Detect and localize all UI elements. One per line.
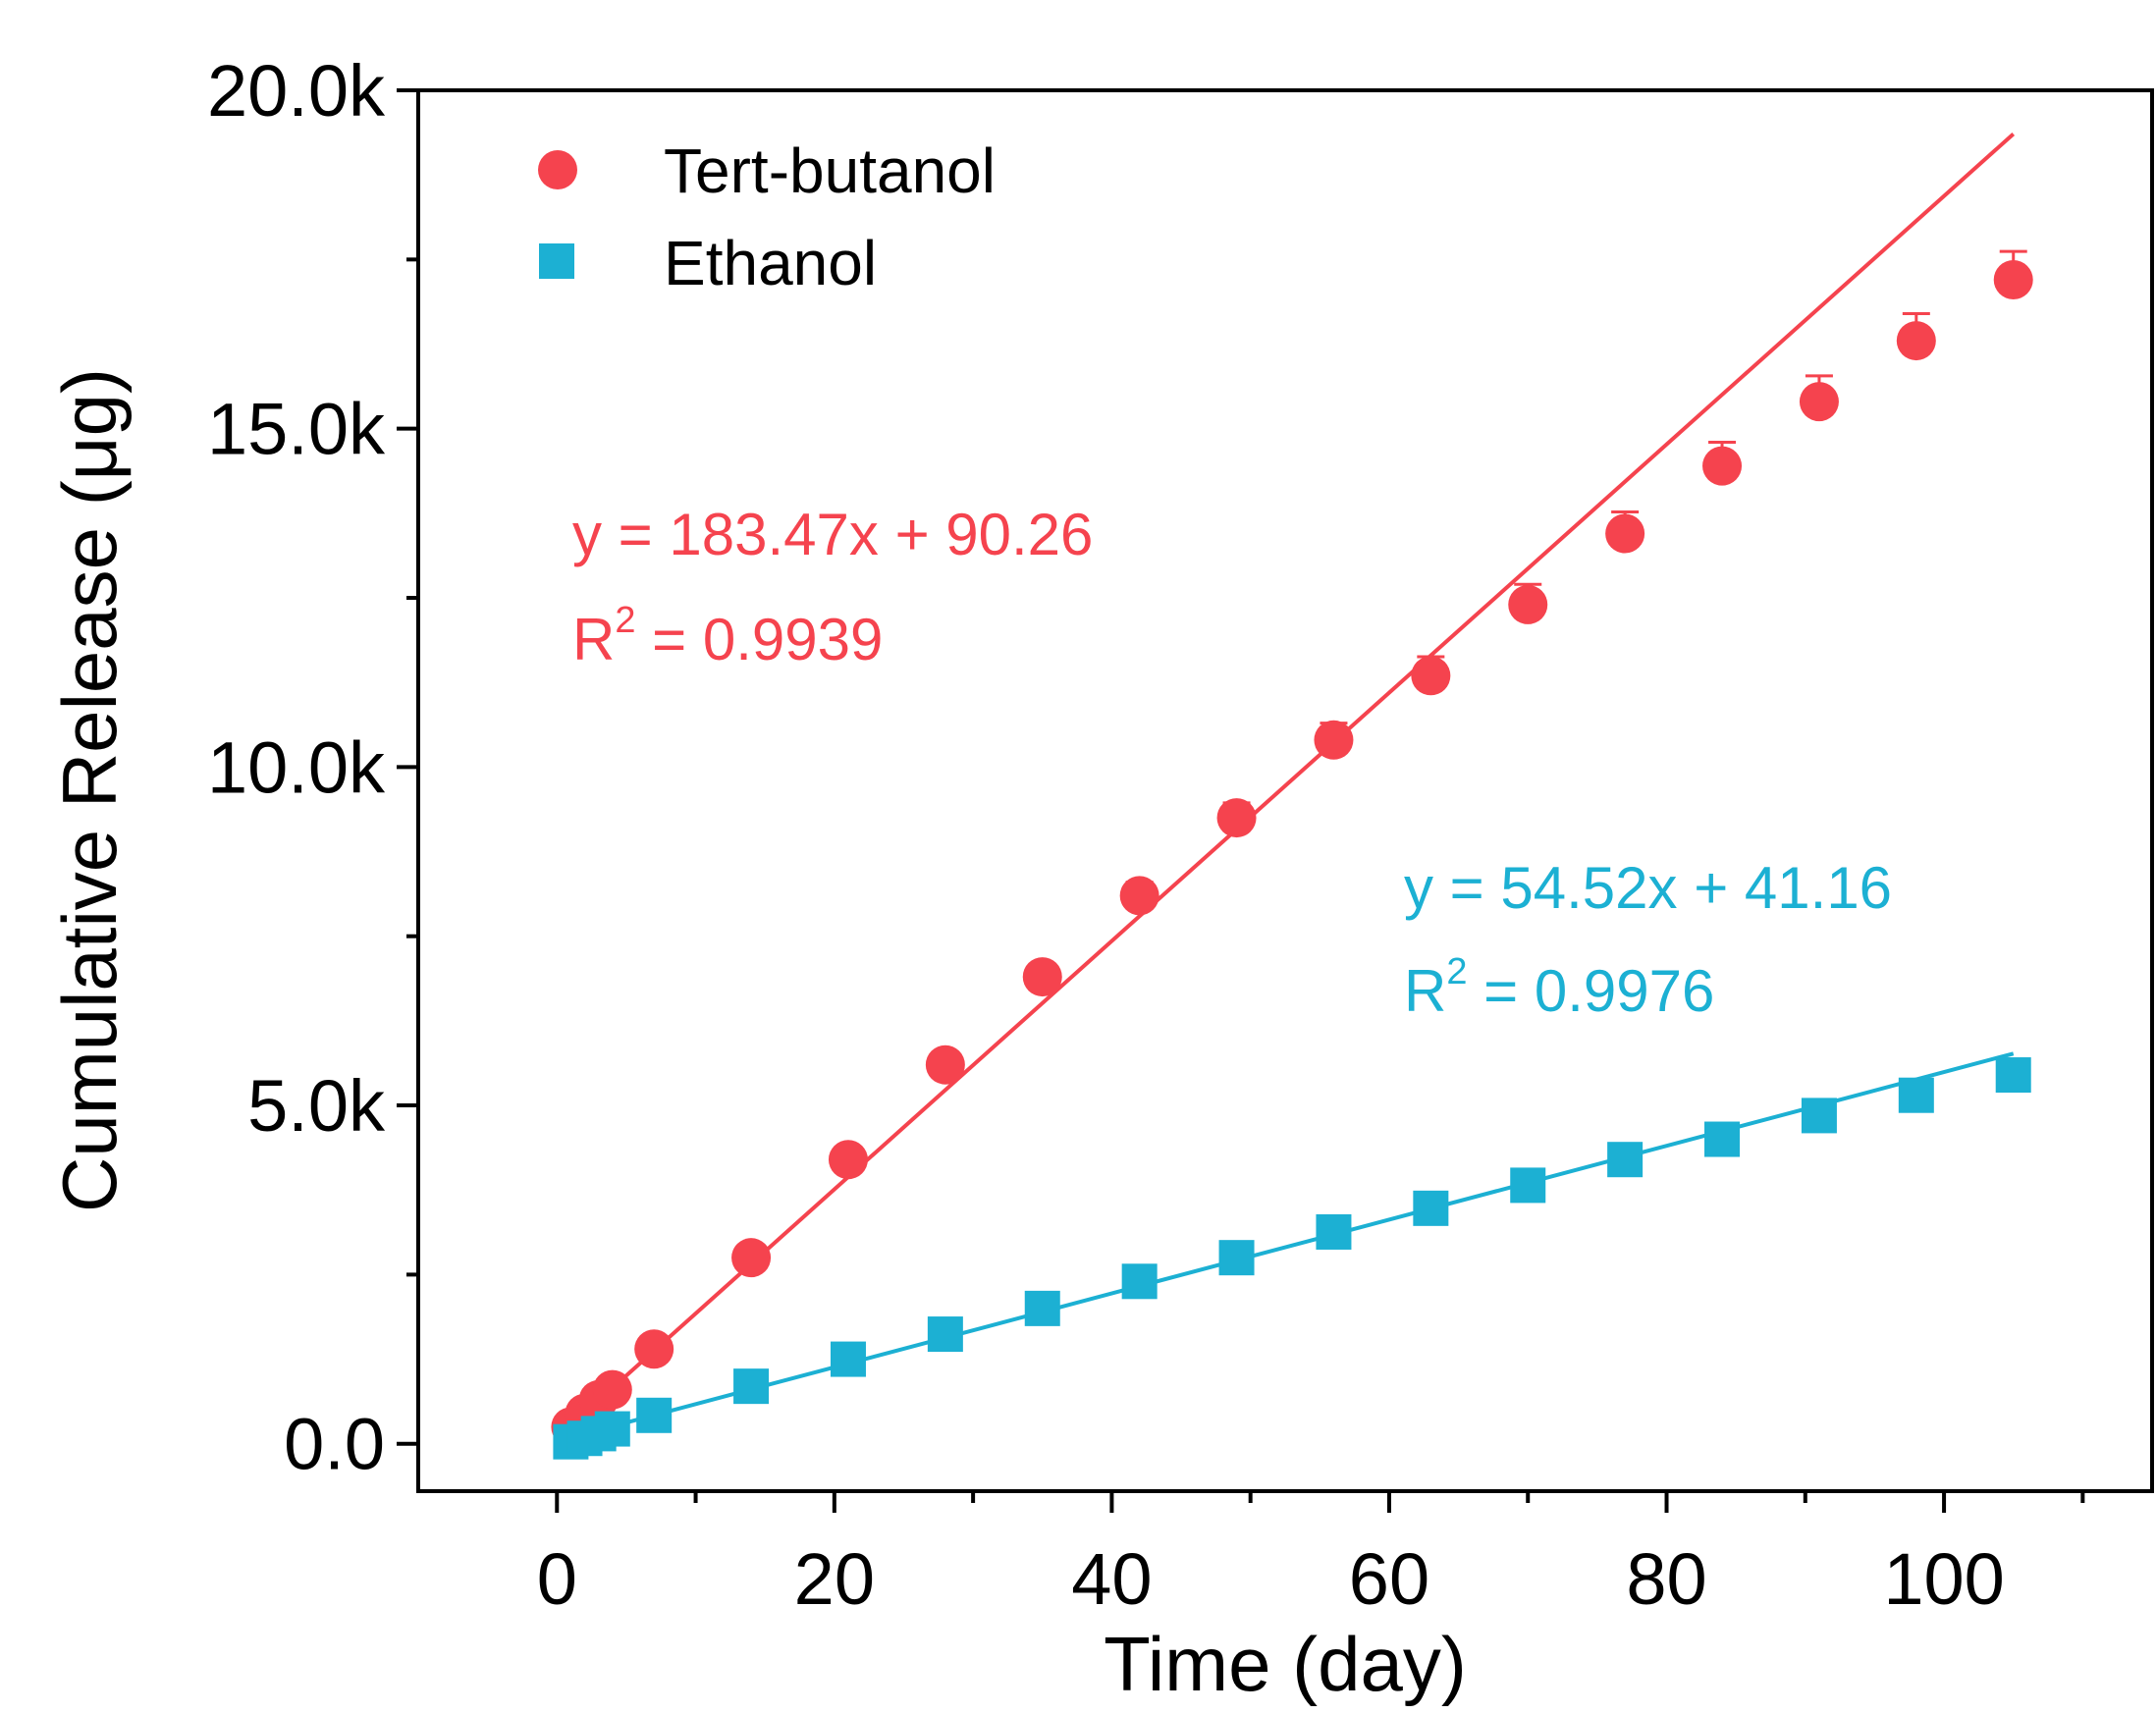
x-tick-label: 40 [1071, 1538, 1152, 1620]
point-tert-butanol [731, 1238, 772, 1278]
point-ethanol [733, 1368, 770, 1405]
fit-line-ethanol [569, 1051, 2015, 1440]
data-markers [551, 260, 2033, 1460]
equation-ethanol: y = 54.52x + 41.16 [1404, 855, 1892, 921]
annotation-tert-butanol: y = 183.47x + 90.26 R2 = 0.9939 [572, 502, 1093, 672]
legend-label-tert-butanol: Tert-butanol [664, 135, 996, 206]
y-tick-label: 15.0k [207, 389, 386, 470]
point-tert-butanol [1508, 584, 1548, 624]
point-ethanol [1704, 1121, 1741, 1157]
legend-marker-tert-butanol [538, 150, 577, 189]
x-tick-label: 60 [1349, 1538, 1429, 1620]
point-tert-butanol [1605, 513, 1645, 554]
point-ethanol [1316, 1213, 1352, 1250]
x-tick-label: 20 [794, 1538, 875, 1620]
point-ethanol [927, 1316, 963, 1353]
y-tick-label: 0.0 [284, 1404, 385, 1485]
point-tert-butanol [1119, 876, 1159, 916]
point-tert-butanol [1314, 720, 1354, 760]
point-ethanol [1510, 1167, 1546, 1204]
point-tert-butanol [1022, 957, 1062, 997]
y-tick-label: 5.0k [247, 1065, 386, 1147]
plot-frame [416, 88, 2154, 1493]
y-axis-title: Cumulative Release (μg) [46, 368, 133, 1212]
y-tick-label: 20.0k [207, 50, 386, 132]
point-tert-butanol [634, 1329, 674, 1369]
equation-tert-butanol: y = 183.47x + 90.26 [572, 502, 1093, 567]
x-tick-label: 100 [1883, 1538, 2004, 1620]
point-ethanol [1995, 1057, 2031, 1094]
point-ethanol [1121, 1263, 1158, 1300]
point-tert-butanol [1702, 446, 1743, 486]
point-ethanol [636, 1397, 673, 1433]
x-tick-label: 80 [1626, 1538, 1706, 1620]
point-ethanol [1218, 1240, 1255, 1276]
point-tert-butanol [1993, 260, 2033, 300]
point-ethanol [1607, 1142, 1644, 1178]
legend-marker-ethanol [539, 243, 574, 279]
point-ethanol [1898, 1077, 1934, 1113]
point-tert-butanol [828, 1140, 868, 1180]
x-tick-label: 0 [537, 1538, 577, 1620]
point-tert-butanol [1896, 321, 1936, 361]
r2-tert-butanol: R2 = 0.9939 [572, 600, 883, 672]
annotation-ethanol: y = 54.52x + 41.16 R2 = 0.9976 [1404, 855, 1892, 1024]
y-tick-label: 10.0k [207, 726, 386, 808]
x-axis-ticks: 0 20 40 60 80 100 [537, 1491, 2085, 1620]
x-axis-title: Time (day) [1104, 1621, 1467, 1707]
legend: Tert-butanol Ethanol [538, 135, 996, 298]
legend-label-ethanol: Ethanol [664, 228, 877, 298]
point-ethanol [1801, 1098, 1837, 1134]
point-tert-butanol [925, 1044, 965, 1085]
r2-ethanol: R2 = 0.9976 [1404, 951, 1714, 1024]
point-tert-butanol [1216, 798, 1257, 838]
y-axis-ticks: 0.0 5.0k 10.0k 15.0k 20.0k [207, 50, 418, 1485]
point-tert-butanol [1411, 656, 1451, 696]
fit-lines [569, 133, 2016, 1440]
fit-line-tert-butanol [569, 133, 2016, 1427]
point-tert-butanol [1799, 382, 1839, 422]
point-ethanol [1413, 1190, 1449, 1226]
point-ethanol [1024, 1290, 1060, 1326]
point-tert-butanol [592, 1369, 632, 1410]
point-ethanol [594, 1411, 630, 1447]
point-ethanol [830, 1341, 866, 1377]
error-bars [557, 249, 2027, 1427]
